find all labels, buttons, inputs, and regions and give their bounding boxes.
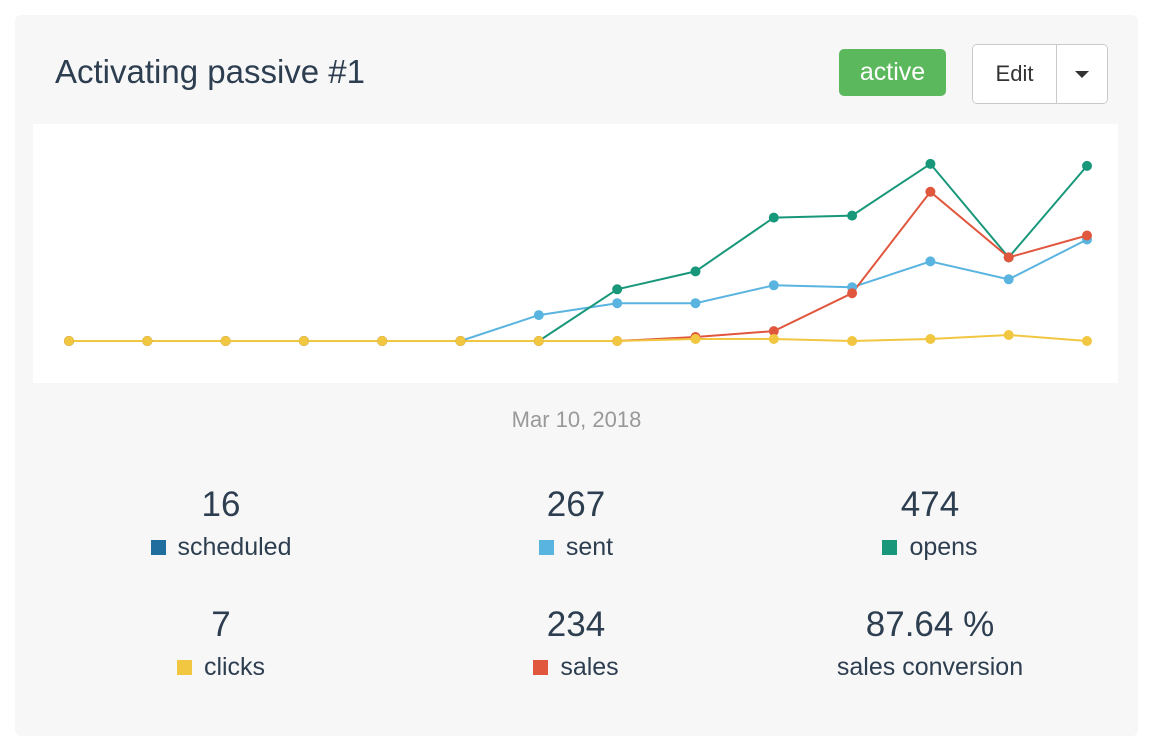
stat-conversion-label-wrap: sales conversion (837, 652, 1023, 682)
stat-clicks-label-wrap: clicks (176, 652, 266, 682)
status-badge: active (839, 49, 946, 96)
point-opens-10[interactable] (768, 212, 779, 223)
edit-button[interactable]: Edit (973, 45, 1057, 103)
point-sent-13[interactable] (1003, 274, 1014, 285)
activity-chart (33, 124, 1118, 383)
point-clicks-6[interactable] (455, 336, 466, 346)
stat-opens-label-wrap: opens (882, 532, 978, 562)
campaign-title: Activating passive #1 (55, 53, 366, 90)
point-sales-14[interactable] (1082, 230, 1092, 241)
point-clicks-14[interactable] (1082, 336, 1092, 346)
point-sent-12[interactable] (925, 256, 936, 267)
point-opens-9[interactable] (690, 266, 701, 277)
line-chart-svg (64, 158, 1092, 346)
stat-opens: 474 opens (760, 485, 1100, 562)
campaign-card: Activating passive #1 active Edit Mar 10… (15, 15, 1138, 736)
series-line-sales (69, 190, 1088, 342)
point-clicks-1[interactable] (64, 336, 74, 346)
point-sent-7[interactable] (533, 310, 544, 321)
stat-scheduled-label: scheduled (177, 533, 292, 561)
stat-opens-label: opens (909, 533, 978, 561)
point-sales-11[interactable] (847, 288, 858, 299)
stat-sent-value: 267 (546, 485, 606, 524)
stat-opens-value: 474 (900, 485, 960, 524)
stat-sales: 234 sales (406, 605, 746, 682)
point-opens-11[interactable] (847, 210, 858, 221)
point-opens-8[interactable] (612, 284, 623, 295)
point-clicks-4[interactable] (298, 336, 309, 346)
point-clicks-5[interactable] (377, 336, 388, 346)
point-sales-13[interactable] (1003, 252, 1014, 263)
stat-conversion-label: sales conversion (836, 653, 1024, 681)
scheduled-swatch (150, 539, 166, 555)
point-clicks-3[interactable] (220, 336, 231, 346)
opens-swatch (882, 539, 898, 555)
stat-sales-label: sales (560, 653, 619, 681)
stat-conversion: 87.64 % sales conversion (760, 605, 1100, 682)
point-opens-12[interactable] (925, 158, 936, 169)
caret-down-icon (1075, 70, 1089, 78)
stat-sent-label: sent (565, 533, 614, 561)
stat-conversion-value: 87.64 % (865, 605, 995, 644)
stat-sales-value: 234 (546, 605, 606, 644)
sales-swatch (533, 659, 549, 675)
stat-sales-label-wrap: sales (533, 652, 619, 682)
point-sent-8[interactable] (612, 298, 623, 309)
point-clicks-9[interactable] (690, 334, 701, 344)
point-clicks-2[interactable] (142, 336, 153, 346)
sent-swatch (538, 539, 554, 555)
stat-scheduled-label-wrap: scheduled (150, 532, 292, 562)
stat-clicks-value: 7 (211, 605, 231, 644)
chart-date-label: Mar 10, 2018 (511, 407, 642, 432)
point-sales-12[interactable] (925, 186, 936, 197)
point-sales-10[interactable] (768, 326, 779, 337)
point-clicks-12[interactable] (925, 334, 936, 344)
point-clicks-11[interactable] (847, 336, 858, 346)
clicks-swatch (176, 659, 192, 675)
edit-button-group: Edit (972, 44, 1108, 104)
point-sent-10[interactable] (768, 280, 779, 291)
stat-clicks-label: clicks (203, 653, 266, 681)
point-sent-9[interactable] (690, 298, 701, 309)
stat-scheduled-value: 16 (201, 485, 241, 524)
stat-clicks: 7 clicks (51, 605, 391, 682)
edit-dropdown-toggle[interactable] (1057, 45, 1107, 103)
point-clicks-7[interactable] (533, 336, 544, 346)
series-line-sent (69, 238, 1088, 342)
stat-sent: 267 sent (406, 485, 746, 562)
stat-scheduled: 16 scheduled (51, 485, 391, 562)
point-clicks-8[interactable] (612, 336, 623, 346)
point-clicks-13[interactable] (1003, 330, 1014, 340)
point-clicks-10[interactable] (768, 334, 779, 344)
point-opens-14[interactable] (1082, 160, 1092, 171)
series-line-clicks (69, 333, 1088, 343)
stat-sent-label-wrap: sent (538, 532, 614, 562)
